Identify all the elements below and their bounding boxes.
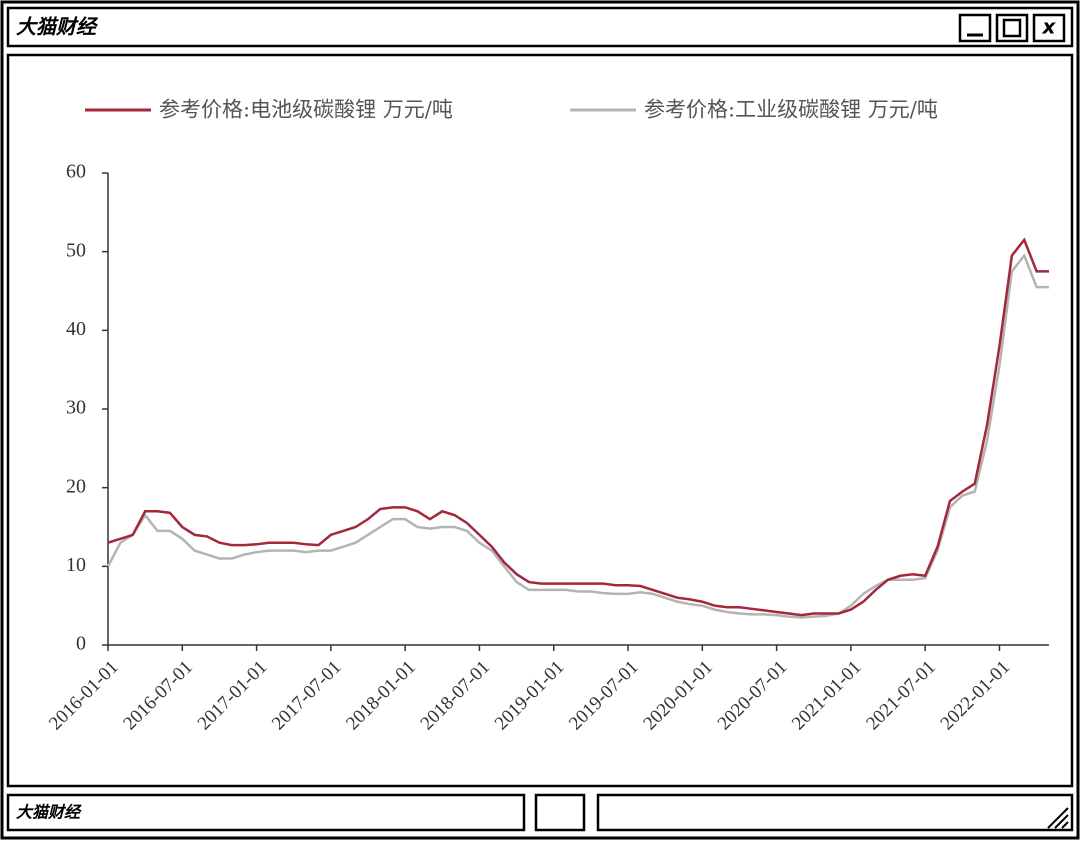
content-panel [6,53,1074,788]
status-box [596,793,1074,832]
y-tick-label: 10 [66,554,86,576]
legend-label: 参考价格:工业级碳酸锂 万元/吨 [644,98,938,122]
legend-label: 参考价格:电池级碳酸锂 万元/吨 [159,98,453,122]
y-tick-label: 50 [66,239,86,261]
title-bar [6,6,1074,48]
y-tick-label: 40 [66,318,86,340]
resize-grip[interactable] [1047,807,1069,829]
footer-text: 大猫财经 [16,803,82,822]
y-tick-label: 20 [66,475,86,497]
maximize-icon [1002,18,1022,38]
y-tick-label: 30 [66,397,86,419]
window-title: 大猫财经 [16,15,99,39]
series-line [107,237,1049,617]
y-tick-label: 60 [66,161,86,183]
minimize-button[interactable] [958,13,992,43]
status-bar [6,793,526,832]
status-box [534,793,586,832]
y-tick-label: 0 [76,633,86,655]
close-label: x [1042,15,1057,39]
close-button[interactable] [1032,13,1066,43]
